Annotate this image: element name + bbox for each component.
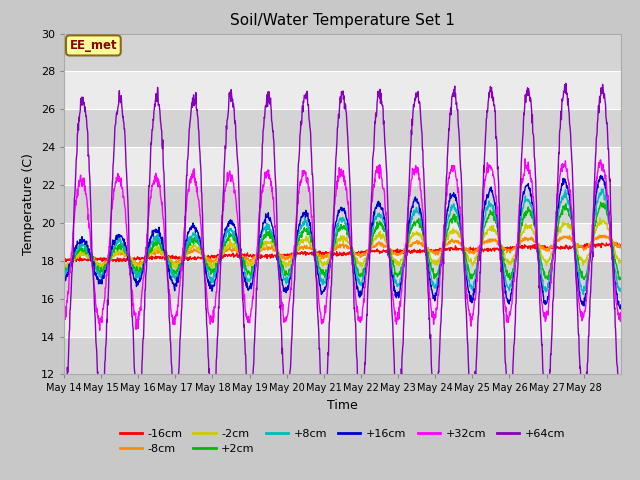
Bar (64, 261, 621, 299)
Bar (64, 185, 621, 223)
X-axis label: Time: Time (327, 399, 358, 412)
Text: EE_met: EE_met (70, 39, 117, 52)
Bar (64, 109, 621, 147)
Title: Soil/Water Temperature Set 1: Soil/Water Temperature Set 1 (230, 13, 455, 28)
Bar (64, 72, 621, 109)
Legend: -16cm, -8cm, -2cm, +2cm, +8cm, +16cm, +32cm, +64cm: -16cm, -8cm, -2cm, +2cm, +8cm, +16cm, +3… (115, 424, 570, 459)
Bar (64, 147, 621, 185)
Y-axis label: Temperature (C): Temperature (C) (22, 153, 35, 255)
Bar (64, 299, 621, 336)
Bar (64, 34, 621, 72)
Bar (64, 223, 621, 261)
Bar (64, 336, 621, 374)
